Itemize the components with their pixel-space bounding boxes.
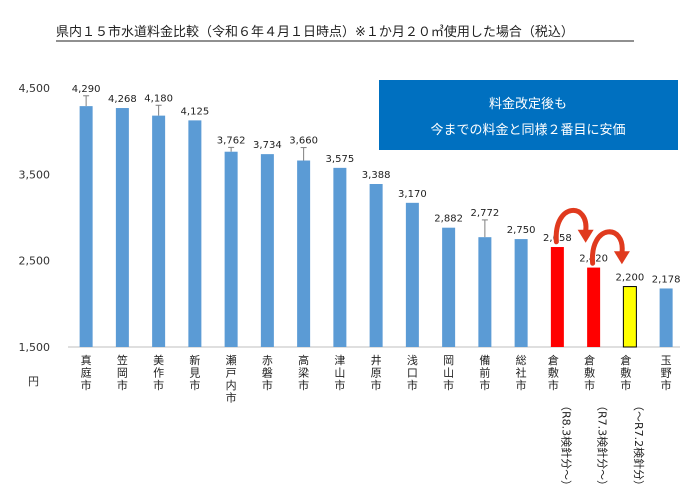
data-label: 3,660 bbox=[289, 136, 318, 147]
bar bbox=[260, 154, 274, 347]
category-label: 玉野市 bbox=[661, 354, 672, 392]
category-label: 倉敷市 bbox=[584, 353, 595, 392]
data-label: 3,575 bbox=[326, 154, 355, 165]
chart-title: 県内１５市水道料金比較（令和６年４月１日時点）※１か月２０㎥使用した場合（税込） bbox=[56, 24, 574, 40]
y-tick-label: 4,500 bbox=[19, 82, 51, 95]
bar bbox=[115, 108, 129, 348]
y-axis-ticks: 1,500 2,500 3,500 4,500 bbox=[19, 82, 51, 354]
category-label: 瀬戸内市 bbox=[226, 353, 237, 405]
annotation-box bbox=[379, 80, 678, 150]
annotation-line-1: 料金改定後も bbox=[489, 96, 567, 112]
y-tick-label: 2,500 bbox=[19, 255, 51, 268]
bars bbox=[79, 106, 673, 348]
category-label: 浅口市 bbox=[407, 354, 418, 392]
y-tick-label: 1,500 bbox=[19, 341, 51, 354]
data-label: 3,170 bbox=[398, 189, 427, 200]
curved-arrows bbox=[553, 207, 630, 266]
bar bbox=[297, 160, 311, 347]
data-label: 2,750 bbox=[507, 225, 536, 236]
category-note: （R8.3検針分～） bbox=[559, 400, 573, 489]
y-tick-label: 3,500 bbox=[19, 168, 51, 181]
annotation-line-2: 今までの料金と同様２番目に安価 bbox=[430, 122, 625, 138]
data-label: 3,734 bbox=[253, 140, 282, 151]
bar bbox=[152, 115, 166, 347]
annotation-callout: 料金改定後も 今までの料金と同様２番目に安価 bbox=[379, 80, 678, 150]
category-label: 真庭市 bbox=[81, 353, 92, 392]
category-label: 笠岡市 bbox=[117, 353, 128, 392]
curved-arrow bbox=[553, 207, 589, 245]
category-label: 美作市 bbox=[153, 354, 164, 392]
category-note: （～R7.2検針分） bbox=[632, 400, 646, 489]
bar bbox=[478, 237, 492, 347]
bar bbox=[405, 202, 419, 347]
bar bbox=[79, 106, 93, 347]
data-label: 2,882 bbox=[434, 214, 463, 225]
category-label: 井原市 bbox=[371, 353, 382, 392]
curved-arrow bbox=[590, 229, 625, 266]
category-note: （R7.3検針分～） bbox=[596, 400, 610, 489]
data-label: 4,125 bbox=[181, 106, 210, 117]
data-label: 2,772 bbox=[471, 208, 500, 219]
bar bbox=[224, 151, 238, 347]
category-notes: （R8.3検針分～） （R7.3検針分～） （～R7.2検針分） bbox=[559, 400, 646, 489]
category-label: 赤磐市 bbox=[262, 354, 273, 392]
category-label: 高梁市 bbox=[298, 353, 309, 392]
category-label: 倉敷市 bbox=[620, 353, 631, 392]
bar bbox=[333, 167, 347, 347]
bar bbox=[188, 120, 202, 347]
arrow-head bbox=[613, 251, 630, 265]
category-labels: 真庭市 笠岡市 美作市 新見市 瀬戸内市 赤磐市 高梁市 津山市 井原市 浅口市 岡山市 備前市 総社市… bbox=[81, 353, 672, 405]
category-label: 総社市 bbox=[516, 353, 527, 392]
bar bbox=[442, 227, 456, 347]
data-label: 3,762 bbox=[217, 135, 246, 146]
arrow-head bbox=[577, 229, 594, 243]
bar bbox=[369, 184, 383, 347]
bar bbox=[514, 239, 528, 347]
bar bbox=[622, 286, 637, 348]
bar bbox=[550, 247, 564, 347]
data-label: 2,178 bbox=[652, 274, 681, 285]
data-label: 2,200 bbox=[616, 273, 645, 284]
bar bbox=[587, 267, 601, 347]
category-label: 倉敷市 bbox=[548, 353, 559, 392]
data-label: 4,180 bbox=[144, 93, 173, 104]
data-label: 4,268 bbox=[108, 94, 137, 105]
y-axis-unit: 円 bbox=[28, 375, 39, 388]
error-bars bbox=[83, 95, 488, 238]
bar bbox=[659, 288, 673, 347]
data-label: 4,290 bbox=[72, 84, 101, 95]
category-label: 新見市 bbox=[189, 353, 200, 392]
category-label: 岡山市 bbox=[443, 354, 454, 392]
category-label: 備前市 bbox=[479, 354, 490, 392]
category-label: 津山市 bbox=[334, 354, 345, 392]
data-label: 3,388 bbox=[362, 170, 391, 181]
